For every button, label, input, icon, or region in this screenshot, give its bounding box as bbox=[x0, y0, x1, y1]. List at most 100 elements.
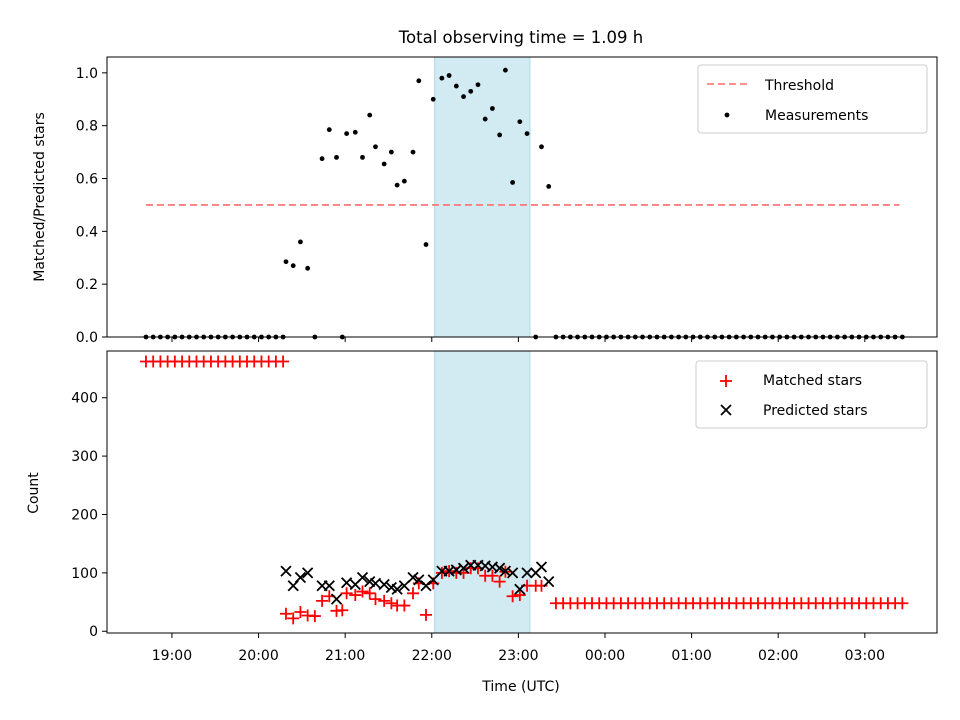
matched-star-point bbox=[506, 590, 519, 603]
matched-star-point bbox=[369, 593, 382, 606]
bottom-legend-frame bbox=[695, 360, 928, 429]
x-tick-label: 03:00 bbox=[845, 648, 885, 664]
predicted-star-point bbox=[280, 565, 292, 577]
matched-star-point bbox=[279, 607, 292, 620]
predicted-star-point bbox=[398, 580, 410, 592]
y-tick-label: 1.0 bbox=[76, 66, 98, 82]
x-tick-label: 23:00 bbox=[498, 648, 538, 664]
x-tick-label: 02:00 bbox=[758, 648, 798, 664]
legend-predicted-swatch bbox=[720, 404, 732, 416]
measurement-point bbox=[482, 116, 488, 122]
top-legend: Threshold Measurements bbox=[697, 64, 928, 134]
predicted-star-point bbox=[427, 574, 439, 586]
predicted-star-point bbox=[407, 571, 419, 584]
y-tick-label: 300 bbox=[71, 449, 98, 465]
legend-matched-swatch bbox=[720, 375, 732, 387]
matched-star-point bbox=[486, 569, 499, 582]
measurement-point bbox=[468, 88, 474, 94]
measurement-point bbox=[517, 119, 523, 125]
legend-measurements-swatch bbox=[724, 112, 730, 118]
measurement-point bbox=[388, 149, 394, 155]
top-y-axis-label: Matched/Predicted stars bbox=[32, 112, 48, 282]
observing-interval-shade bbox=[434, 56, 531, 338]
legend-predicted-label: Predicted stars bbox=[763, 403, 868, 419]
measurement-point bbox=[319, 156, 325, 162]
measurement-point bbox=[305, 265, 311, 271]
matched-star-point bbox=[435, 566, 448, 579]
measurement-point bbox=[373, 144, 378, 150]
measurement-point bbox=[352, 129, 358, 135]
measurement-point bbox=[360, 154, 365, 160]
legend-matched-label: Matched stars bbox=[763, 373, 862, 389]
measurement-point bbox=[446, 73, 452, 78]
matched-star-point bbox=[277, 355, 290, 368]
predicted-star-point bbox=[420, 580, 432, 592]
y-tick-label: 100 bbox=[71, 566, 98, 582]
matched-star-point bbox=[294, 605, 307, 618]
matched-star-point bbox=[398, 599, 411, 612]
measurement-point bbox=[401, 178, 407, 184]
x-tick-label: 19:00 bbox=[152, 648, 192, 664]
bottom-legend: Matched stars Predicted stars bbox=[695, 360, 928, 429]
figure-title: Total observing time = 1.09 h bbox=[398, 28, 643, 47]
measurement-point bbox=[410, 149, 416, 155]
measurement-point bbox=[290, 263, 296, 269]
measurement-point bbox=[367, 112, 373, 118]
matched-star-point bbox=[336, 604, 349, 617]
matched-star-point bbox=[896, 597, 909, 610]
y-tick-label: 0.2 bbox=[76, 277, 98, 293]
matched-star-point bbox=[363, 587, 376, 600]
matched-star-point bbox=[349, 589, 362, 602]
legend-threshold-label: Threshold bbox=[764, 78, 834, 94]
predicted-star-point bbox=[521, 567, 533, 579]
predicted-star-point bbox=[302, 567, 314, 579]
predicted-star-point bbox=[378, 578, 390, 591]
matched-star-point bbox=[316, 594, 329, 607]
predicted-star-point bbox=[514, 583, 526, 595]
measurement-point bbox=[453, 83, 459, 89]
top-plot-frame bbox=[106, 56, 938, 338]
matched-star-point bbox=[407, 587, 420, 600]
measurement-point bbox=[423, 242, 429, 247]
measurement-point bbox=[539, 144, 544, 150]
predicted-star-point bbox=[340, 577, 353, 589]
predicted-star-point bbox=[413, 574, 425, 586]
predicted-star-point bbox=[330, 593, 343, 605]
x-tick-label: 01:00 bbox=[671, 648, 711, 664]
measurement-point bbox=[334, 154, 339, 160]
y-tick-label: 0 bbox=[89, 624, 98, 640]
top-legend-frame bbox=[697, 64, 928, 134]
measurement-point bbox=[510, 180, 516, 185]
predicted-star-point bbox=[391, 583, 403, 595]
measurement-point bbox=[344, 131, 350, 137]
measurement-point bbox=[326, 127, 332, 133]
measurement-point bbox=[497, 132, 503, 138]
measurement-point bbox=[283, 259, 289, 265]
y-tick-label: 0.4 bbox=[76, 224, 98, 240]
measurement-point bbox=[416, 78, 422, 84]
predicted-star-point bbox=[294, 571, 307, 584]
measurement-point bbox=[381, 161, 387, 167]
predicted-star-point bbox=[543, 575, 555, 588]
bottom-plot-frame bbox=[106, 350, 938, 634]
bottom-panel: 0 100 200 300 400 19:00 20:00 21:00 22:00 23:00 0… bbox=[26, 350, 938, 695]
y-tick-label: 0.6 bbox=[76, 172, 98, 188]
x-axis-label: Time (UTC) bbox=[481, 679, 559, 695]
measurement-point bbox=[503, 67, 508, 73]
matched-star-point bbox=[287, 612, 300, 625]
y-tick-label: 0.0 bbox=[76, 330, 98, 346]
matched-star-point bbox=[513, 589, 526, 602]
observing-interval-shade bbox=[434, 350, 531, 634]
x-tick-label: 22:00 bbox=[412, 648, 452, 664]
bottom-y-axis-label: Count bbox=[26, 472, 42, 514]
legend-measurements-label: Measurements bbox=[765, 108, 868, 124]
measurement-point bbox=[524, 131, 530, 137]
matched-star-point bbox=[340, 587, 353, 600]
measurement-point bbox=[298, 239, 303, 245]
measurement-point bbox=[430, 96, 436, 102]
predicted-star-point bbox=[535, 561, 548, 573]
matched-star-point bbox=[385, 597, 398, 610]
x-tick-label: 00:00 bbox=[585, 648, 625, 664]
measurement-point bbox=[394, 182, 400, 188]
